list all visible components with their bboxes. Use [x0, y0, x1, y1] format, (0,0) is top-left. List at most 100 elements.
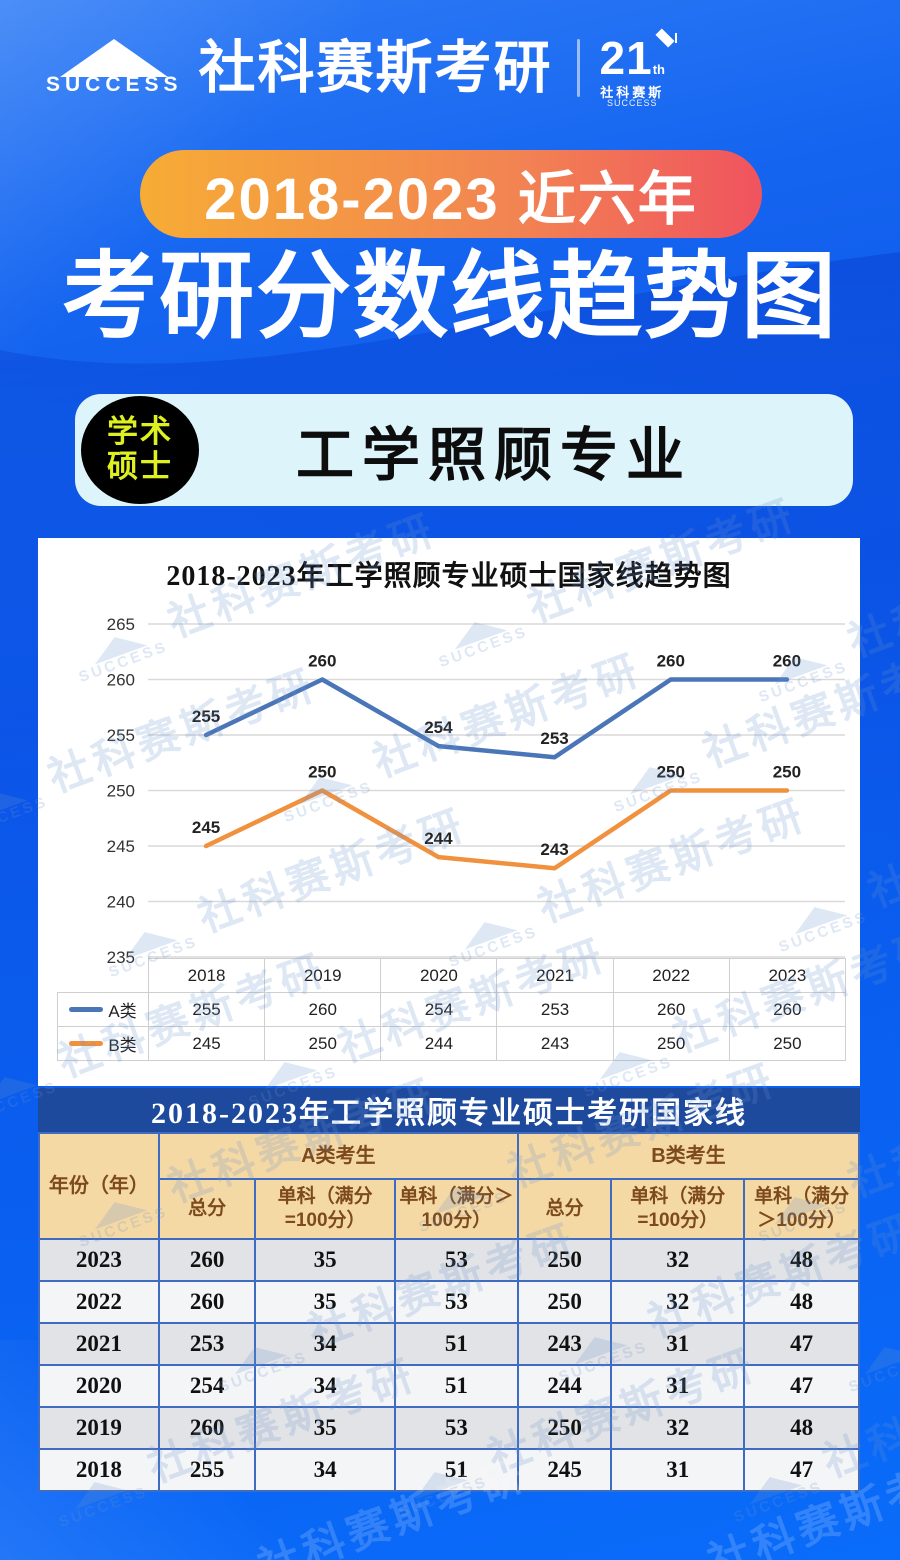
year-cell: 2018 — [38, 1448, 160, 1492]
year-cell: 2022 — [38, 1280, 160, 1324]
legend-value: 243 — [496, 1026, 614, 1061]
badge-line2: 硕士 — [107, 449, 173, 484]
legend-key: A类 — [57, 992, 149, 1027]
data-label: 245 — [192, 818, 220, 837]
mountain-triangle-icon — [60, 39, 169, 77]
legend-row-A类: A类 255 260 254 253 260 260 — [57, 992, 847, 1027]
data-label: 250 — [657, 763, 685, 782]
degree-type-badge: 学术 硕士 — [81, 396, 199, 504]
score-cell: 244 — [516, 1364, 613, 1408]
score-table: 年份（年） A类考生 B类考生 总分 单科（满分=100分） 单科（满分＞100… — [38, 1132, 861, 1492]
chart-data-table: 2018 2019 2020 2021 2022 2023 A类 255 260 254 253 26… — [57, 958, 847, 1061]
year-cell: 2019 — [38, 1406, 160, 1450]
series-line-B类 — [203, 788, 790, 871]
year-cell: 2023 — [38, 1238, 160, 1282]
data-label: 253 — [540, 729, 568, 748]
x-axis-year: 2019 — [264, 958, 382, 993]
score-cell: 34 — [254, 1448, 396, 1492]
years-range-pill: 2018-2023 近六年 — [140, 150, 762, 238]
score-cell: 245 — [516, 1448, 613, 1492]
brand-name-en: SUCCESS — [46, 73, 183, 96]
score-table-section: 2018-2023年工学照顾专业硕士考研国家线 年份（年） A类考生 B类考生 … — [38, 1088, 861, 1492]
score-cell: 254 — [157, 1364, 257, 1408]
table-row: 2021 253 34 51 243 31 47 — [38, 1322, 860, 1366]
data-label: 260 — [773, 652, 801, 671]
data-label: 255 — [192, 707, 220, 726]
data-label: 243 — [540, 840, 568, 859]
score-cell: 260 — [157, 1238, 257, 1282]
score-cell: 47 — [743, 1322, 860, 1366]
sub-header-total-a: 总分 — [157, 1178, 257, 1240]
sub-header-singleover100-a: 单科（满分＞100分） — [393, 1178, 519, 1240]
legend-value: 244 — [380, 1026, 498, 1061]
data-label: 244 — [424, 829, 453, 848]
score-cell: 48 — [743, 1238, 860, 1282]
score-cell: 48 — [743, 1280, 860, 1324]
data-label: 250 — [773, 763, 801, 782]
page-title: 考研分数线趋势图 — [61, 244, 838, 350]
score-cell: 260 — [157, 1406, 257, 1450]
trend-chart-card: 2018-2023年工学照顾专业硕士国家线趋势图 265 260 255 250 245… — [38, 538, 860, 1086]
score-cell: 51 — [393, 1364, 519, 1408]
y-axis-tick: 255 — [107, 726, 135, 745]
score-cell: 53 — [393, 1238, 519, 1282]
legend-swatch-icon — [69, 1041, 104, 1046]
x-axis-year: 2018 — [147, 958, 266, 993]
score-cell: 31 — [610, 1448, 746, 1492]
legend-value: 253 — [496, 992, 614, 1027]
data-label: 254 — [424, 718, 453, 737]
y-axis-tick: 240 — [107, 893, 135, 912]
anniversary-number: 21 — [599, 31, 653, 84]
score-cell: 35 — [254, 1280, 396, 1324]
score-cell: 250 — [516, 1238, 613, 1282]
legend-value: 250 — [612, 1026, 730, 1061]
y-axis-tick: 245 — [107, 837, 135, 856]
y-axis-tick: 250 — [107, 782, 135, 801]
badge-line1: 学术 — [107, 414, 173, 450]
legend-blank-cell — [57, 958, 149, 993]
x-axis-year: 2023 — [728, 958, 847, 993]
year-column-header: 年份（年） — [38, 1132, 160, 1240]
header-divider — [576, 39, 580, 97]
sub-header-single100-a: 单科（满分=100分） — [254, 1178, 396, 1240]
score-cell: 32 — [610, 1406, 746, 1450]
group-header-b: B类考生 — [516, 1132, 861, 1180]
sub-header-singleover100-b: 单科（满分＞100分） — [743, 1178, 860, 1240]
score-cell: 34 — [254, 1322, 396, 1366]
brand-name-cn: 社科赛斯考研 — [198, 35, 553, 100]
sub-header-single100-b: 单科（满分=100分） — [610, 1178, 746, 1240]
table-row: 2018 255 34 51 245 31 47 — [38, 1448, 860, 1492]
table-row: 2022 260 35 53 250 32 48 — [38, 1280, 860, 1324]
table-row: 2020 254 34 51 244 31 47 — [38, 1364, 860, 1408]
legend-key: B类 — [57, 1026, 149, 1061]
legend-value: 254 — [380, 992, 498, 1027]
x-axis-year: 2022 — [612, 958, 730, 993]
score-cell: 53 — [393, 1406, 519, 1450]
anniversary-logo: 21th 社科赛斯 SUCCESS — [599, 29, 677, 108]
score-table-banner: 2018-2023年工学照顾专业硕士考研国家线 — [38, 1088, 860, 1132]
legend-row-B类: B类 245 250 244 243 250 250 — [57, 1026, 847, 1061]
legend-value: 250 — [264, 1026, 382, 1061]
x-axis-year: 2021 — [496, 958, 614, 993]
legend-value: 260 — [612, 992, 730, 1027]
legend-swatch-icon — [69, 1007, 104, 1012]
legend-value: 255 — [147, 992, 266, 1027]
graduation-cap-icon — [653, 25, 679, 43]
subject-title: 工学照顾专业 — [295, 423, 692, 488]
brand-header: SUCCESS 社科赛斯考研 21th 社科赛斯 SUCCESS — [46, 26, 860, 110]
score-cell: 243 — [516, 1322, 613, 1366]
legend-label: B类 — [108, 1036, 137, 1055]
data-label: 250 — [308, 763, 336, 782]
score-cell: 250 — [516, 1406, 613, 1450]
legend-value: 245 — [147, 1026, 266, 1061]
chart-title: 2018-2023年工学照顾专业硕士国家线趋势图 — [166, 561, 732, 592]
anniversary-brand-cn: 社科赛斯 — [600, 84, 665, 100]
group-header-a: A类考生 — [157, 1132, 519, 1180]
legend-label: A类 — [108, 1002, 137, 1021]
score-cell: 47 — [743, 1448, 860, 1492]
score-cell: 48 — [743, 1406, 860, 1450]
score-cell: 47 — [743, 1364, 860, 1408]
score-cell: 34 — [254, 1364, 396, 1408]
mountain-logo-icon: SUCCESS — [46, 39, 183, 97]
